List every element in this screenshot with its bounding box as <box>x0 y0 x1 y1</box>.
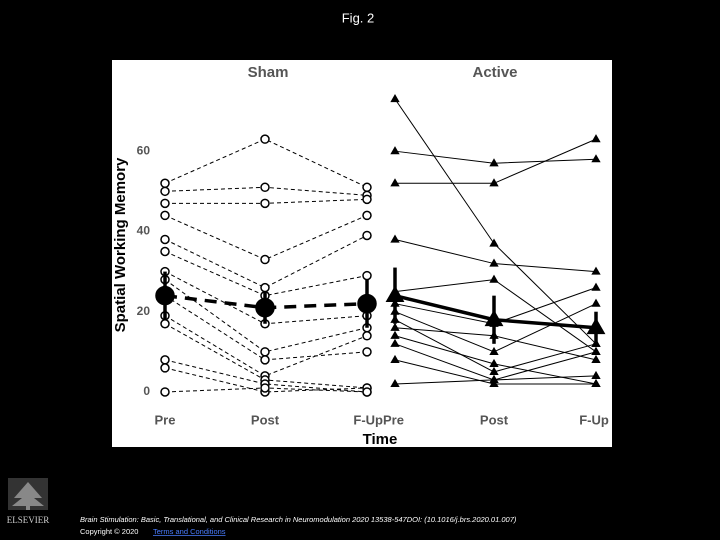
x-axis-label: Time <box>363 431 398 448</box>
subject-line <box>164 367 368 393</box>
circle-marker <box>362 182 372 193</box>
circle-marker <box>260 347 270 357</box>
x-tick-label: Pre <box>155 412 176 427</box>
circle-marker <box>255 297 275 318</box>
x-tick-label: Post <box>251 412 280 427</box>
circle-marker <box>160 186 170 197</box>
triangle-marker <box>591 154 601 163</box>
triangle-marker <box>390 330 400 339</box>
x-tick-label: F-Up <box>579 412 609 427</box>
circle-marker <box>160 355 170 365</box>
circle-marker <box>260 198 270 209</box>
terms-link[interactable]: Terms and Conditions <box>153 527 226 536</box>
citation: Brain Stimulation: Basic, Translational,… <box>80 515 517 524</box>
triangle-marker <box>489 374 499 384</box>
triangle-marker <box>591 282 601 291</box>
triangle-marker <box>390 178 400 187</box>
circle-marker <box>160 234 170 245</box>
circle-marker <box>362 194 372 205</box>
x-tick-label: Pre <box>383 412 404 427</box>
subject-line <box>164 235 368 289</box>
triangle-marker <box>390 94 400 103</box>
copyright: Copyright © 2020 <box>80 527 138 536</box>
triangle-marker <box>489 274 499 283</box>
y-tick-label: 0 <box>143 384 150 398</box>
circle-marker <box>260 134 270 144</box>
triangle-marker <box>591 266 601 275</box>
triangle-marker <box>489 178 499 187</box>
y-tick-label: 20 <box>137 304 151 318</box>
triangle-marker <box>489 258 499 267</box>
triangle-marker <box>390 234 400 243</box>
triangle-marker <box>390 378 400 388</box>
circle-marker <box>160 387 170 397</box>
triangle-marker <box>586 317 606 335</box>
publisher-logo <box>8 478 48 510</box>
subject-line <box>164 251 368 297</box>
slide-title: Fig. 2 <box>342 10 375 25</box>
subject-line <box>164 214 368 261</box>
circle-marker <box>362 230 372 241</box>
triangle-marker <box>489 346 499 355</box>
triangle-marker <box>390 146 400 155</box>
circle-marker <box>362 210 372 221</box>
circle-marker <box>160 363 170 373</box>
triangle-marker <box>591 298 601 307</box>
triangle-marker <box>489 358 499 367</box>
triangle-marker <box>489 158 499 167</box>
triangle-marker <box>489 378 499 388</box>
circle-marker <box>362 387 372 397</box>
triangle-marker <box>591 370 601 380</box>
circle-marker <box>160 210 170 221</box>
figure-panel <box>112 60 612 447</box>
circle-marker <box>260 254 270 265</box>
triangle-marker <box>489 366 499 376</box>
subject-line <box>164 138 368 188</box>
y-tick-label: 60 <box>137 143 151 157</box>
circle-marker <box>260 282 270 293</box>
publisher-name: ELSEVIER <box>7 515 50 525</box>
circle-marker <box>260 355 270 365</box>
triangle-marker <box>390 338 400 347</box>
triangle-marker <box>385 285 405 303</box>
triangle-marker <box>591 346 601 355</box>
panel-title: Active <box>472 64 517 81</box>
y-axis-label: Spatial Working Memory <box>112 157 129 332</box>
triangle-marker <box>489 238 499 247</box>
circle-marker <box>155 285 175 306</box>
circle-marker <box>362 270 372 281</box>
circle-marker <box>260 383 270 393</box>
circle-marker <box>362 347 372 357</box>
triangle-marker <box>390 354 400 363</box>
panel-title: Sham <box>248 64 289 81</box>
circle-marker <box>160 198 170 209</box>
x-tick-label: F-Up <box>353 412 383 427</box>
circle-marker <box>260 182 270 193</box>
circle-marker <box>362 331 372 341</box>
circle-marker <box>160 246 170 257</box>
x-tick-label: Post <box>480 412 509 427</box>
circle-marker <box>160 319 170 329</box>
triangle-marker <box>591 378 601 388</box>
y-tick-label: 40 <box>137 224 151 238</box>
triangle-marker <box>484 309 504 327</box>
subject-line <box>164 315 368 377</box>
triangle-marker <box>591 354 601 363</box>
circle-marker <box>357 293 377 314</box>
triangle-marker <box>591 134 601 143</box>
circle-marker <box>160 178 170 189</box>
triangle-marker <box>390 322 400 331</box>
